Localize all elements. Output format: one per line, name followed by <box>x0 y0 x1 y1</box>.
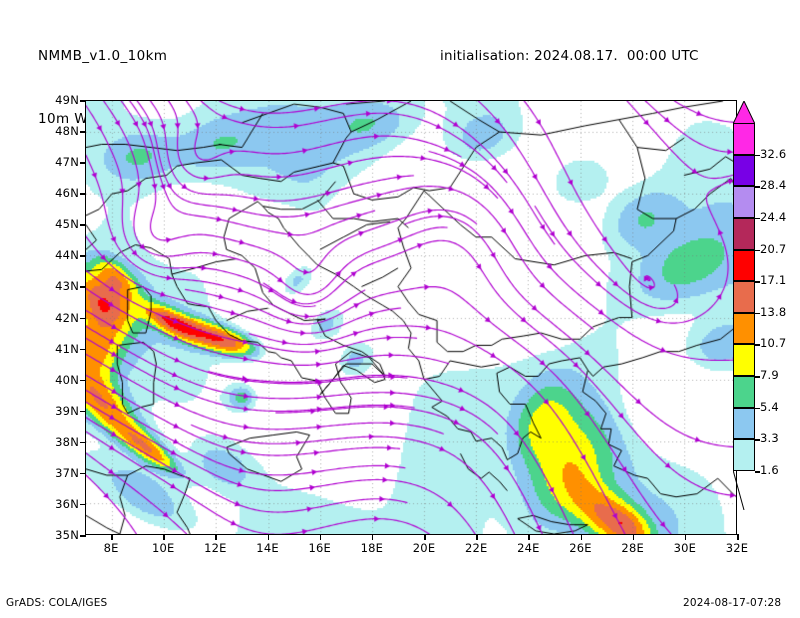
y-axis-tick-mark <box>80 410 86 413</box>
wind-map-plot[interactable] <box>85 100 737 535</box>
x-axis-tick-label: 8E <box>103 541 119 555</box>
colorbar-tick-mark <box>755 249 760 252</box>
y-axis-tick-mark <box>80 131 86 133</box>
x-axis-tick-mark <box>267 534 270 540</box>
colorbar-tick-label: 1.6 <box>760 463 779 477</box>
y-axis-tick-label: 35N <box>55 528 79 542</box>
y-axis-tick-mark <box>80 348 86 351</box>
colorbar-tick-mark <box>755 471 760 473</box>
y-axis-tick-mark <box>80 193 86 195</box>
y-axis-tick-mark <box>80 224 86 226</box>
y-axis-tick-mark <box>80 255 86 257</box>
y-axis-tick-mark <box>80 379 86 382</box>
grads-credit-label: GrADS: COLA/IGES <box>6 597 108 609</box>
colorbar-band <box>733 312 755 345</box>
y-axis-tick-mark <box>80 317 86 319</box>
x-axis-tick-label: 30E <box>673 541 697 555</box>
x-axis-tick-mark <box>476 534 478 540</box>
colorbar-over-arrow-outline <box>733 101 755 124</box>
x-axis-tick-mark <box>424 534 426 540</box>
colorbar-tick-label: 28.4 <box>760 178 787 193</box>
colorbar-tick-label: 7.9 <box>760 368 779 383</box>
colorbar-tick-mark <box>755 217 760 220</box>
y-axis-tick-mark <box>80 535 86 537</box>
x-axis-tick-label: 26E <box>569 541 592 555</box>
colorbar-tick-label: 13.8 <box>760 304 787 319</box>
colorbar-tick-mark <box>755 186 760 188</box>
x-axis-tick-mark <box>215 534 217 540</box>
colorbar-band <box>733 281 755 313</box>
wind-streamline-canvas <box>86 101 736 534</box>
y-axis-tick-mark <box>80 100 86 102</box>
colorbar-band <box>733 344 755 377</box>
y-axis-tick-label: 44N <box>55 248 79 263</box>
x-axis-tick-label: 28E <box>621 541 644 555</box>
y-axis-tick-label: 47N <box>55 155 79 170</box>
colorbar-tick-mark <box>755 407 760 410</box>
x-axis-tick-mark <box>111 534 113 540</box>
y-axis-tick-mark <box>80 441 86 444</box>
colorbar-tick-mark <box>755 312 760 315</box>
x-axis-tick-mark <box>371 534 374 540</box>
x-axis-tick-mark <box>632 534 635 540</box>
x-axis-tick-mark <box>319 534 322 540</box>
x-axis-tick-label: 12E <box>204 541 227 555</box>
x-axis-tick-label: 10E <box>151 541 175 555</box>
x-axis-tick-mark <box>737 534 739 540</box>
x-axis-tick-label: 24E <box>517 541 540 555</box>
x-axis-tick-mark <box>163 534 165 540</box>
y-axis-tick-label: 41N <box>55 341 79 356</box>
colorbar-over-arrow <box>733 101 755 123</box>
y-axis-tick-mark <box>80 503 86 506</box>
colorbar-tick-mark <box>755 439 760 441</box>
colorbar-tick-label: 5.4 <box>760 399 779 414</box>
colorbar-band <box>733 249 755 282</box>
y-axis-tick-label: 49N <box>55 93 79 107</box>
y-axis-tick-label: 42N <box>55 310 79 325</box>
y-axis-tick-label: 38N <box>55 434 79 449</box>
y-axis-tick-label: 39N <box>55 403 79 418</box>
colorbar-tick-label: 10.7 <box>760 336 787 351</box>
x-axis-tick-mark <box>684 534 687 540</box>
colorbar-tick-mark <box>755 281 760 283</box>
y-axis-tick-label: 36N <box>55 496 79 511</box>
colorbar-tick-label: 17.1 <box>760 273 787 288</box>
colorbar-tick-label: 24.4 <box>760 209 787 224</box>
x-axis-tick-label: 20E <box>412 541 436 555</box>
colorbar-tick-label: 32.6 <box>760 146 787 161</box>
y-axis-tick-label: 46N <box>55 186 79 201</box>
x-axis-tick-label: 14E <box>256 541 279 555</box>
x-axis-tick-mark <box>528 534 530 540</box>
colorbar-band <box>733 186 755 218</box>
colorbar-tick-label: 3.3 <box>760 431 779 446</box>
x-axis-tick-label: 22E <box>464 541 488 555</box>
y-axis-tick-label: 45N <box>55 217 79 232</box>
generated-timestamp-label: 2024-08-17-07:28 <box>683 597 782 609</box>
y-axis-tick-mark <box>80 286 86 288</box>
colorbar-tick-mark <box>755 376 760 378</box>
colorbar-band <box>733 407 755 440</box>
colorbar-band <box>733 154 755 187</box>
y-axis-tick-label: 43N <box>55 279 79 294</box>
colorbar-band <box>733 123 755 155</box>
colorbar-band <box>733 376 755 408</box>
colorbar-tick-label: 20.7 <box>760 241 787 256</box>
x-axis-tick-label: 16E <box>308 541 331 555</box>
y-axis-tick-mark <box>80 472 86 475</box>
colorbar-tick-mark <box>755 344 760 346</box>
colorbar-band <box>733 439 755 471</box>
y-axis-tick-label: 40N <box>55 372 79 387</box>
y-axis-tick-label: 48N <box>55 124 79 139</box>
colorbar-tick-mark <box>755 154 760 157</box>
x-axis-tick-label: 32E <box>725 541 749 555</box>
x-axis-tick-mark <box>580 534 583 540</box>
colorbar-band <box>733 217 755 250</box>
x-axis-tick-label: 18E <box>360 541 384 555</box>
y-axis-tick-mark <box>80 162 86 164</box>
initialisation-label: initialisation: 2024.08.17. 00:00 UTC <box>440 48 699 64</box>
colorbar-under-arrow-outline <box>733 470 745 510</box>
wind-speed-colorbar[interactable] <box>733 123 755 471</box>
model-name-label: NMMB_v1.0_10km <box>38 48 168 64</box>
y-axis-tick-label: 37N <box>55 465 79 480</box>
